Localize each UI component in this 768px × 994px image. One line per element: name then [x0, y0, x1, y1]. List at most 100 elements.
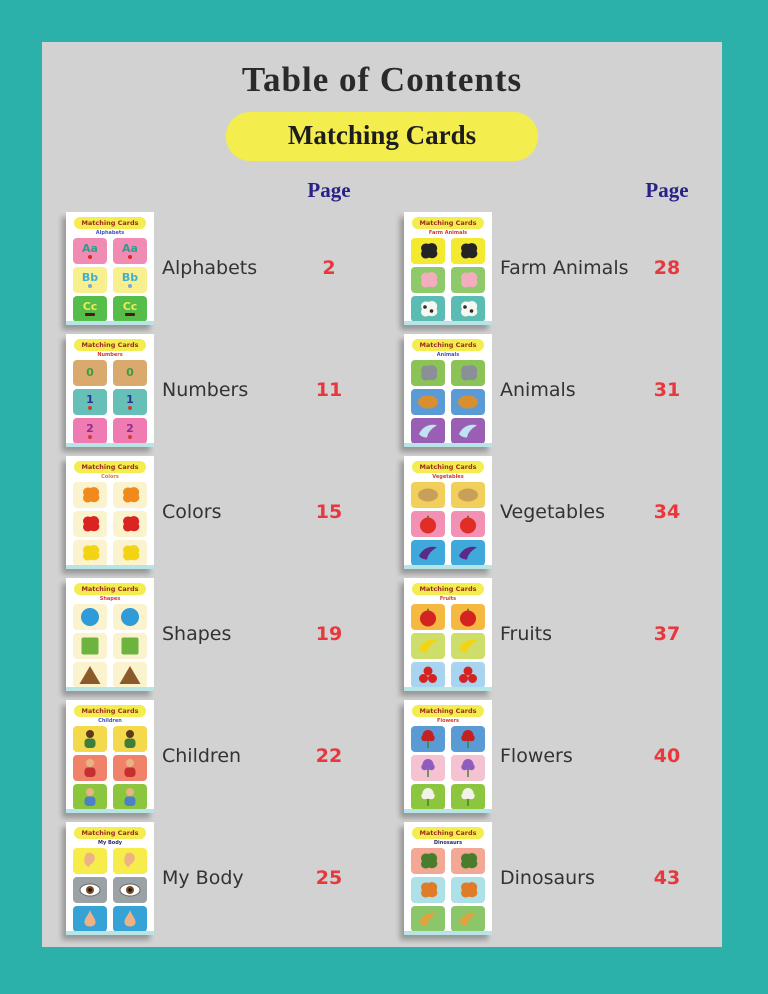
tile-accent — [88, 254, 92, 259]
toc-entry-page-number: 28 — [653, 257, 681, 279]
nose-icon — [124, 909, 136, 926]
thumbnail-subtitle: Fruits — [439, 595, 457, 602]
card-tile — [73, 754, 107, 781]
toc-entry-page-number: 31 — [653, 379, 681, 401]
card-tile — [451, 417, 485, 444]
tile-accent — [88, 283, 92, 288]
tile-letter: Bb — [121, 270, 139, 284]
eye-icon — [119, 883, 141, 896]
card-tile — [451, 725, 485, 752]
eye-icon — [79, 883, 101, 896]
matching-card-thumbnail: Matching Cards Farm Animals — [404, 211, 492, 325]
toc-row: Matching Cards Children Children 22 — [66, 695, 360, 817]
thumbnail-subtitle: Flowers — [436, 717, 460, 724]
card-tile — [411, 388, 445, 415]
crescent-icon — [459, 639, 477, 652]
blob-icon — [83, 486, 100, 502]
thumbnail-tile-grid — [411, 237, 485, 322]
square-icon — [121, 637, 139, 654]
card-tile — [451, 783, 485, 810]
card-tile — [113, 783, 147, 810]
matching-card-thumbnail: Matching Cards Children — [66, 699, 154, 813]
card-tile — [411, 237, 445, 264]
card-tile — [411, 632, 445, 659]
card-tile — [411, 725, 445, 752]
card-tile — [113, 754, 147, 781]
toc-row: Matching Cards Alphabets Aa Aa Bb Bb Cc Cc Alpha… — [66, 207, 360, 329]
thumbnail-subtitle: Dinosaurs — [433, 839, 463, 846]
toc-entry-label: Animals — [500, 379, 576, 401]
toc-entry-page-number: 11 — [315, 379, 343, 401]
section-title-pill: Matching Cards — [226, 112, 538, 161]
crescent-icon — [459, 424, 477, 437]
ear-icon — [84, 852, 95, 867]
thumbnail-footer-strip — [66, 564, 154, 569]
thumbnail-tile-grid — [73, 603, 147, 688]
blob-icon — [421, 364, 438, 380]
apple-icon — [420, 515, 436, 533]
blob-icon — [461, 242, 478, 258]
thumbnail-tile-grid — [73, 847, 147, 932]
ear-icon — [124, 852, 135, 867]
matching-card-thumbnail: Matching Cards Colors — [66, 455, 154, 569]
thumbnail-footer-strip — [66, 930, 154, 935]
thumbnail-title-pill: Matching Cards — [74, 338, 146, 351]
card-tile — [451, 481, 485, 508]
card-tile — [411, 783, 445, 810]
thumbnail-footer-strip — [66, 808, 154, 813]
card-tile — [113, 603, 147, 630]
thumbnail-title-pill: Matching Cards — [412, 338, 484, 351]
thumbnail-footer-strip — [404, 442, 492, 447]
card-tile — [113, 905, 147, 932]
card-tile — [451, 388, 485, 415]
toc-entry-label: Farm Animals — [500, 257, 629, 279]
page-column-header: Page — [307, 177, 351, 202]
card-tile — [451, 266, 485, 293]
toc-columns: Page Matching Cards Alphabets Aa Aa Bb Bb Cc Cc A… — [42, 173, 722, 939]
thumbnail-title-pill: Matching Cards — [412, 582, 484, 595]
card-tile — [73, 510, 107, 537]
toc-entry-page-number: 25 — [315, 867, 343, 889]
card-tile — [451, 295, 485, 322]
triangle-icon — [79, 665, 101, 684]
card-tile: Cc — [113, 295, 147, 322]
toc-row: Matching Cards Flowers Flowers 40 — [404, 695, 698, 817]
thumbnail-tile-grid: 0 0 1 1 2 2 — [73, 359, 147, 444]
thumbnail-subtitle: Farm Animals — [428, 229, 468, 236]
thumbnail-footer-strip — [66, 686, 154, 691]
thumbnail-tile-grid — [73, 481, 147, 566]
thumbnail-subtitle: Alphabets — [95, 229, 125, 236]
toc-row: Matching Cards Fruits Fruits 37 — [404, 573, 698, 695]
thumbnail-tile-grid — [411, 847, 485, 932]
card-tile — [113, 661, 147, 688]
blob-icon — [461, 852, 478, 868]
card-tile — [411, 295, 445, 322]
matching-card-thumbnail: Matching Cards Numbers 0 0 1 1 2 2 — [66, 333, 154, 447]
toc-column: Page Matching Cards Alphabets Aa Aa Bb Bb Cc Cc A… — [66, 173, 360, 939]
card-tile — [451, 847, 485, 874]
berries-icon — [419, 666, 437, 683]
card-tile: 0 — [73, 359, 107, 386]
toc-entry-page-number: 40 — [653, 745, 681, 767]
thumbnail-footer-strip — [404, 808, 492, 813]
card-tile — [411, 905, 445, 932]
card-tile — [451, 359, 485, 386]
thumbnail-footer-strip — [404, 320, 492, 325]
toc-entry-label: Colors — [162, 501, 222, 523]
toc-entry-page-number: 15 — [315, 501, 343, 523]
toc-entry-label: Alphabets — [162, 257, 258, 279]
tile-letter: Cc — [122, 300, 138, 313]
tile-accent — [128, 254, 132, 259]
card-tile — [73, 783, 107, 810]
toc-entry-page-number: 19 — [315, 623, 343, 645]
toc-entry-label: Vegetables — [500, 501, 605, 523]
card-tile: 2 — [73, 417, 107, 444]
thumbnail-footer-strip — [66, 320, 154, 325]
crescent-icon — [459, 546, 477, 559]
toc-column: Page Matching Cards Farm Animals Farm Anima… — [404, 173, 698, 939]
toc-row: Matching Cards Numbers 0 0 1 1 2 2 Numbers 11 — [66, 329, 360, 451]
card-tile — [113, 539, 147, 566]
toc-row: Matching Cards Animals Animals 31 — [404, 329, 698, 451]
toc-panel: Table of Contents Matching Cards Page Mat… — [42, 42, 722, 947]
card-tile — [411, 603, 445, 630]
